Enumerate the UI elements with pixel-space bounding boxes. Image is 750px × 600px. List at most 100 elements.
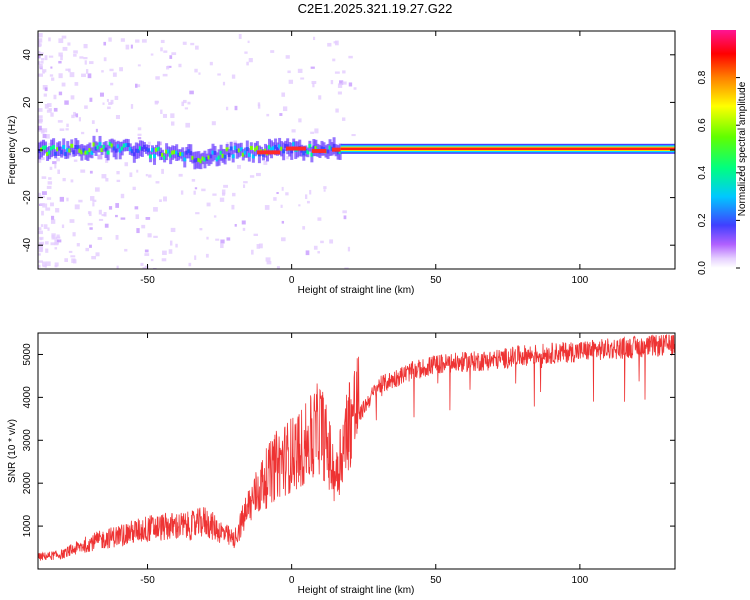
ridge-cell — [290, 149, 294, 154]
ridge-cell — [197, 157, 201, 162]
ridge-cell — [46, 152, 50, 157]
noise-blob — [168, 249, 173, 254]
snr-y-label: SNR (10 * v/v) — [7, 419, 18, 483]
ridge-cell — [322, 146, 326, 151]
noise-blob — [195, 212, 200, 215]
ridge-cell — [219, 150, 223, 155]
ridge-cell — [326, 149, 330, 154]
noise-blob — [38, 50, 41, 54]
noise-blob — [198, 72, 201, 75]
ridge-cell — [68, 148, 72, 153]
noise-blob — [38, 260, 43, 263]
ridge-cell — [310, 152, 314, 157]
noise-blob — [61, 224, 65, 229]
noise-blob — [115, 115, 120, 120]
noise-blob — [334, 71, 340, 74]
ridge-cell — [112, 146, 116, 151]
ridge-cell — [163, 155, 167, 160]
noise-blob — [286, 156, 289, 160]
ridge-cell — [241, 152, 245, 157]
noise-blob — [137, 133, 142, 136]
noise-blob — [85, 247, 90, 252]
ridge-cell — [140, 146, 144, 151]
noise-blob — [337, 91, 342, 95]
ridge-cell — [126, 143, 130, 148]
noise-blob — [184, 107, 189, 110]
noise-blob — [162, 73, 168, 77]
noise-blob — [232, 192, 236, 197]
noise-blob — [108, 206, 113, 210]
ridge-cell — [255, 145, 259, 150]
noise-blob — [351, 134, 356, 137]
noise-blob — [64, 258, 68, 263]
ridge-cell — [272, 146, 276, 151]
noise-blob — [40, 195, 45, 198]
noise-blob — [285, 192, 289, 196]
noise-blob — [38, 73, 43, 77]
noise-blob — [265, 257, 271, 262]
ridge-cell — [175, 150, 179, 155]
noise-blob — [89, 244, 92, 248]
noise-blob — [147, 141, 151, 147]
noise-blob — [107, 106, 111, 110]
noise-blob — [53, 107, 58, 112]
noise-blob — [329, 239, 334, 244]
noise-blob — [40, 224, 44, 227]
ridge-cell — [138, 146, 142, 151]
noise-blob — [135, 83, 138, 88]
ridge-cell — [110, 143, 114, 148]
noise-blob — [163, 196, 167, 202]
ridge-cell — [231, 154, 235, 159]
noise-blob — [46, 109, 52, 113]
noise-blob — [132, 186, 136, 191]
ridge-cell — [56, 147, 60, 152]
noise-blob — [276, 192, 279, 195]
noise-blob — [231, 204, 235, 210]
ridge-cell — [247, 152, 251, 157]
ridge-cell — [183, 157, 187, 162]
ridge-cell — [225, 147, 229, 152]
noise-blob — [49, 166, 53, 170]
ridge-cell — [304, 148, 308, 153]
noise-blob — [183, 99, 187, 104]
noise-blob — [115, 203, 120, 208]
ridge-cell — [169, 153, 173, 158]
ridge-cell — [274, 144, 278, 149]
noise-blob — [234, 224, 237, 227]
ridge-cell — [86, 150, 90, 155]
ridge-cell — [203, 157, 207, 162]
noise-blob — [263, 160, 268, 165]
noise-blob — [144, 265, 149, 269]
noise-blob — [137, 137, 142, 140]
noise-blob — [101, 174, 107, 179]
noise-blob — [205, 253, 209, 258]
ridge-cell — [98, 142, 102, 147]
noise-blob — [83, 57, 88, 60]
noise-blob — [39, 64, 43, 69]
noise-blob — [44, 55, 48, 61]
noise-blob — [44, 103, 49, 109]
noise-blob — [53, 237, 58, 240]
noise-blob — [194, 68, 198, 73]
ridge-cell — [64, 152, 68, 157]
ridge-cell — [292, 141, 296, 146]
ridge-cell — [62, 145, 66, 150]
noise-blob — [248, 57, 253, 63]
noise-blob — [180, 190, 184, 195]
colorbar-label: Normalized spectral amplitude — [737, 81, 748, 216]
noise-blob — [339, 80, 344, 85]
noise-blob — [243, 181, 248, 184]
noise-blob — [43, 93, 47, 97]
noise-blob — [54, 247, 58, 250]
ridge-cell — [280, 146, 284, 151]
noise-blob — [300, 77, 305, 80]
noise-blob — [108, 102, 113, 105]
noise-blob — [40, 247, 44, 252]
noise-blob — [136, 228, 140, 234]
noise-blob — [38, 264, 41, 268]
noise-blob — [92, 202, 95, 207]
noise-blob — [162, 250, 167, 255]
noise-blob — [281, 237, 286, 242]
noise-blob — [105, 177, 109, 182]
